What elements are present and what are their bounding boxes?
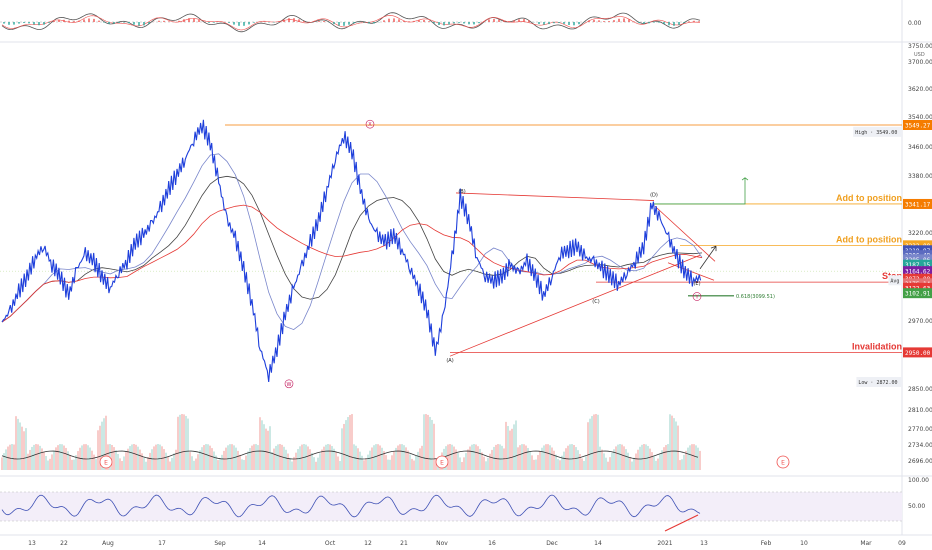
event-marker-label: E: [104, 460, 108, 467]
price-axis-tag: [903, 120, 932, 130]
y-tick-label: 3700.00: [908, 59, 932, 66]
triangle-lower: [449, 254, 701, 357]
wedge-upper: [654, 205, 716, 262]
x-tick-label: 16: [488, 540, 496, 547]
price-axis-tag: [903, 288, 932, 299]
y-tick-label: 3620.00: [908, 86, 932, 93]
volume-ma-line: [1, 450, 699, 460]
x-tick-label: 14: [258, 540, 266, 547]
x-tick-label: Sep: [214, 540, 226, 547]
oscillator-signal: [1, 15, 701, 31]
price-axis-tag: [903, 282, 932, 293]
axis-info-tag: [853, 126, 902, 137]
price-axis-tag: [903, 254, 932, 265]
x-tick-label: 12: [364, 540, 372, 547]
triangle-upper: [455, 192, 655, 201]
x-tick-label: Mar: [860, 540, 872, 547]
event-marker-label: E: [781, 460, 785, 467]
fib-label: 0.618(3099.51): [736, 294, 775, 300]
axis-info-text: Low · 2872.00: [858, 380, 897, 386]
rsi-line: [1, 494, 701, 518]
axis-info-tag: [856, 377, 902, 387]
oscillator-line: [1, 12, 701, 33]
x-tick-label: Oct: [325, 540, 336, 547]
y-tick-label: 2696.00: [908, 458, 932, 465]
x-tick-label: Aug: [102, 540, 114, 547]
moving-average-line: [1, 153, 703, 331]
rsi-tick: 50.00: [908, 503, 925, 510]
target-arrow: [654, 177, 749, 205]
event-marker: [435, 455, 449, 469]
price-line: [1, 119, 702, 382]
axis-info-tag: [888, 275, 902, 286]
x-tick-label: Nov: [436, 540, 448, 547]
price-axis-value: 3187.15: [905, 262, 931, 269]
event-marker: [99, 455, 113, 469]
rsi-band: [0, 492, 902, 521]
price-axis-value: 3102.91: [905, 291, 931, 298]
y-tick-label: 2770.00: [908, 426, 932, 433]
y-tick-label: 3750.00: [908, 43, 932, 50]
x-tick-label: 09: [898, 540, 906, 547]
x-tick-label: Dec: [546, 540, 558, 547]
annotation-label: Add to position: [836, 193, 902, 203]
y-tick-label: 2734.00: [908, 442, 932, 449]
x-tick-label: Feb: [761, 540, 772, 547]
wave-label: X: [368, 122, 372, 128]
x-tick-label: 14: [594, 540, 602, 547]
rsi-tick: 100.00: [908, 477, 929, 484]
x-tick-label: 13: [28, 540, 36, 547]
x-tick-label: 22: [60, 540, 68, 547]
wave-label: (C): [592, 299, 599, 305]
wave-circle: [692, 292, 702, 301]
y-tick-label: 3540.00: [908, 114, 932, 121]
price-axis-value: 3164.62: [905, 269, 931, 276]
x-tick-label: 17: [158, 540, 166, 547]
x-tick-label: 2021: [657, 540, 672, 547]
wave-label: (A): [446, 358, 453, 364]
y-tick-label: 2850.00: [908, 386, 932, 393]
x-tick-label: 13: [700, 540, 708, 547]
y-tick-label: 3380.00: [908, 173, 932, 180]
annotation-label: Invalidation: [852, 341, 902, 351]
price-axis-value: 2950.00: [905, 350, 931, 357]
price-axis-tag: [903, 347, 932, 358]
price-axis-tag: [903, 259, 932, 270]
y-tick-label: 3220.00: [908, 230, 932, 237]
price-axis-tag: [903, 266, 932, 277]
projection-arrow: [699, 245, 717, 270]
event-marker-label: E: [440, 460, 444, 467]
y-tick-label: 2970.00: [908, 318, 932, 325]
rsi-divergence-line: [664, 514, 699, 532]
wave-circle: [284, 379, 294, 389]
axis-info-text: High · 3549.00: [855, 130, 897, 136]
wave-label: (B): [458, 189, 465, 195]
price-axis-value: 3549.27: [905, 123, 931, 130]
currency-label: USD: [914, 52, 925, 58]
wave-label: (E): [693, 281, 700, 287]
annotation-label: Add to position: [836, 234, 902, 244]
y-tick-label: 3460.00: [908, 144, 932, 151]
price-axis-tag: [903, 198, 932, 209]
x-tick-label: 21: [400, 540, 408, 547]
wave-circle: [365, 119, 375, 129]
wave-label: Y: [694, 294, 699, 300]
x-tick-label: 10: [800, 540, 808, 547]
top-indicator-value: 0.00: [908, 20, 922, 27]
wave-label: W: [287, 382, 292, 388]
wave-label: (D): [650, 193, 658, 199]
axis-info-text: Avg: [890, 278, 899, 284]
price-axis-value: 3341.17: [905, 201, 931, 208]
event-marker: [776, 455, 790, 469]
y-tick-label: 2810.00: [908, 407, 932, 414]
